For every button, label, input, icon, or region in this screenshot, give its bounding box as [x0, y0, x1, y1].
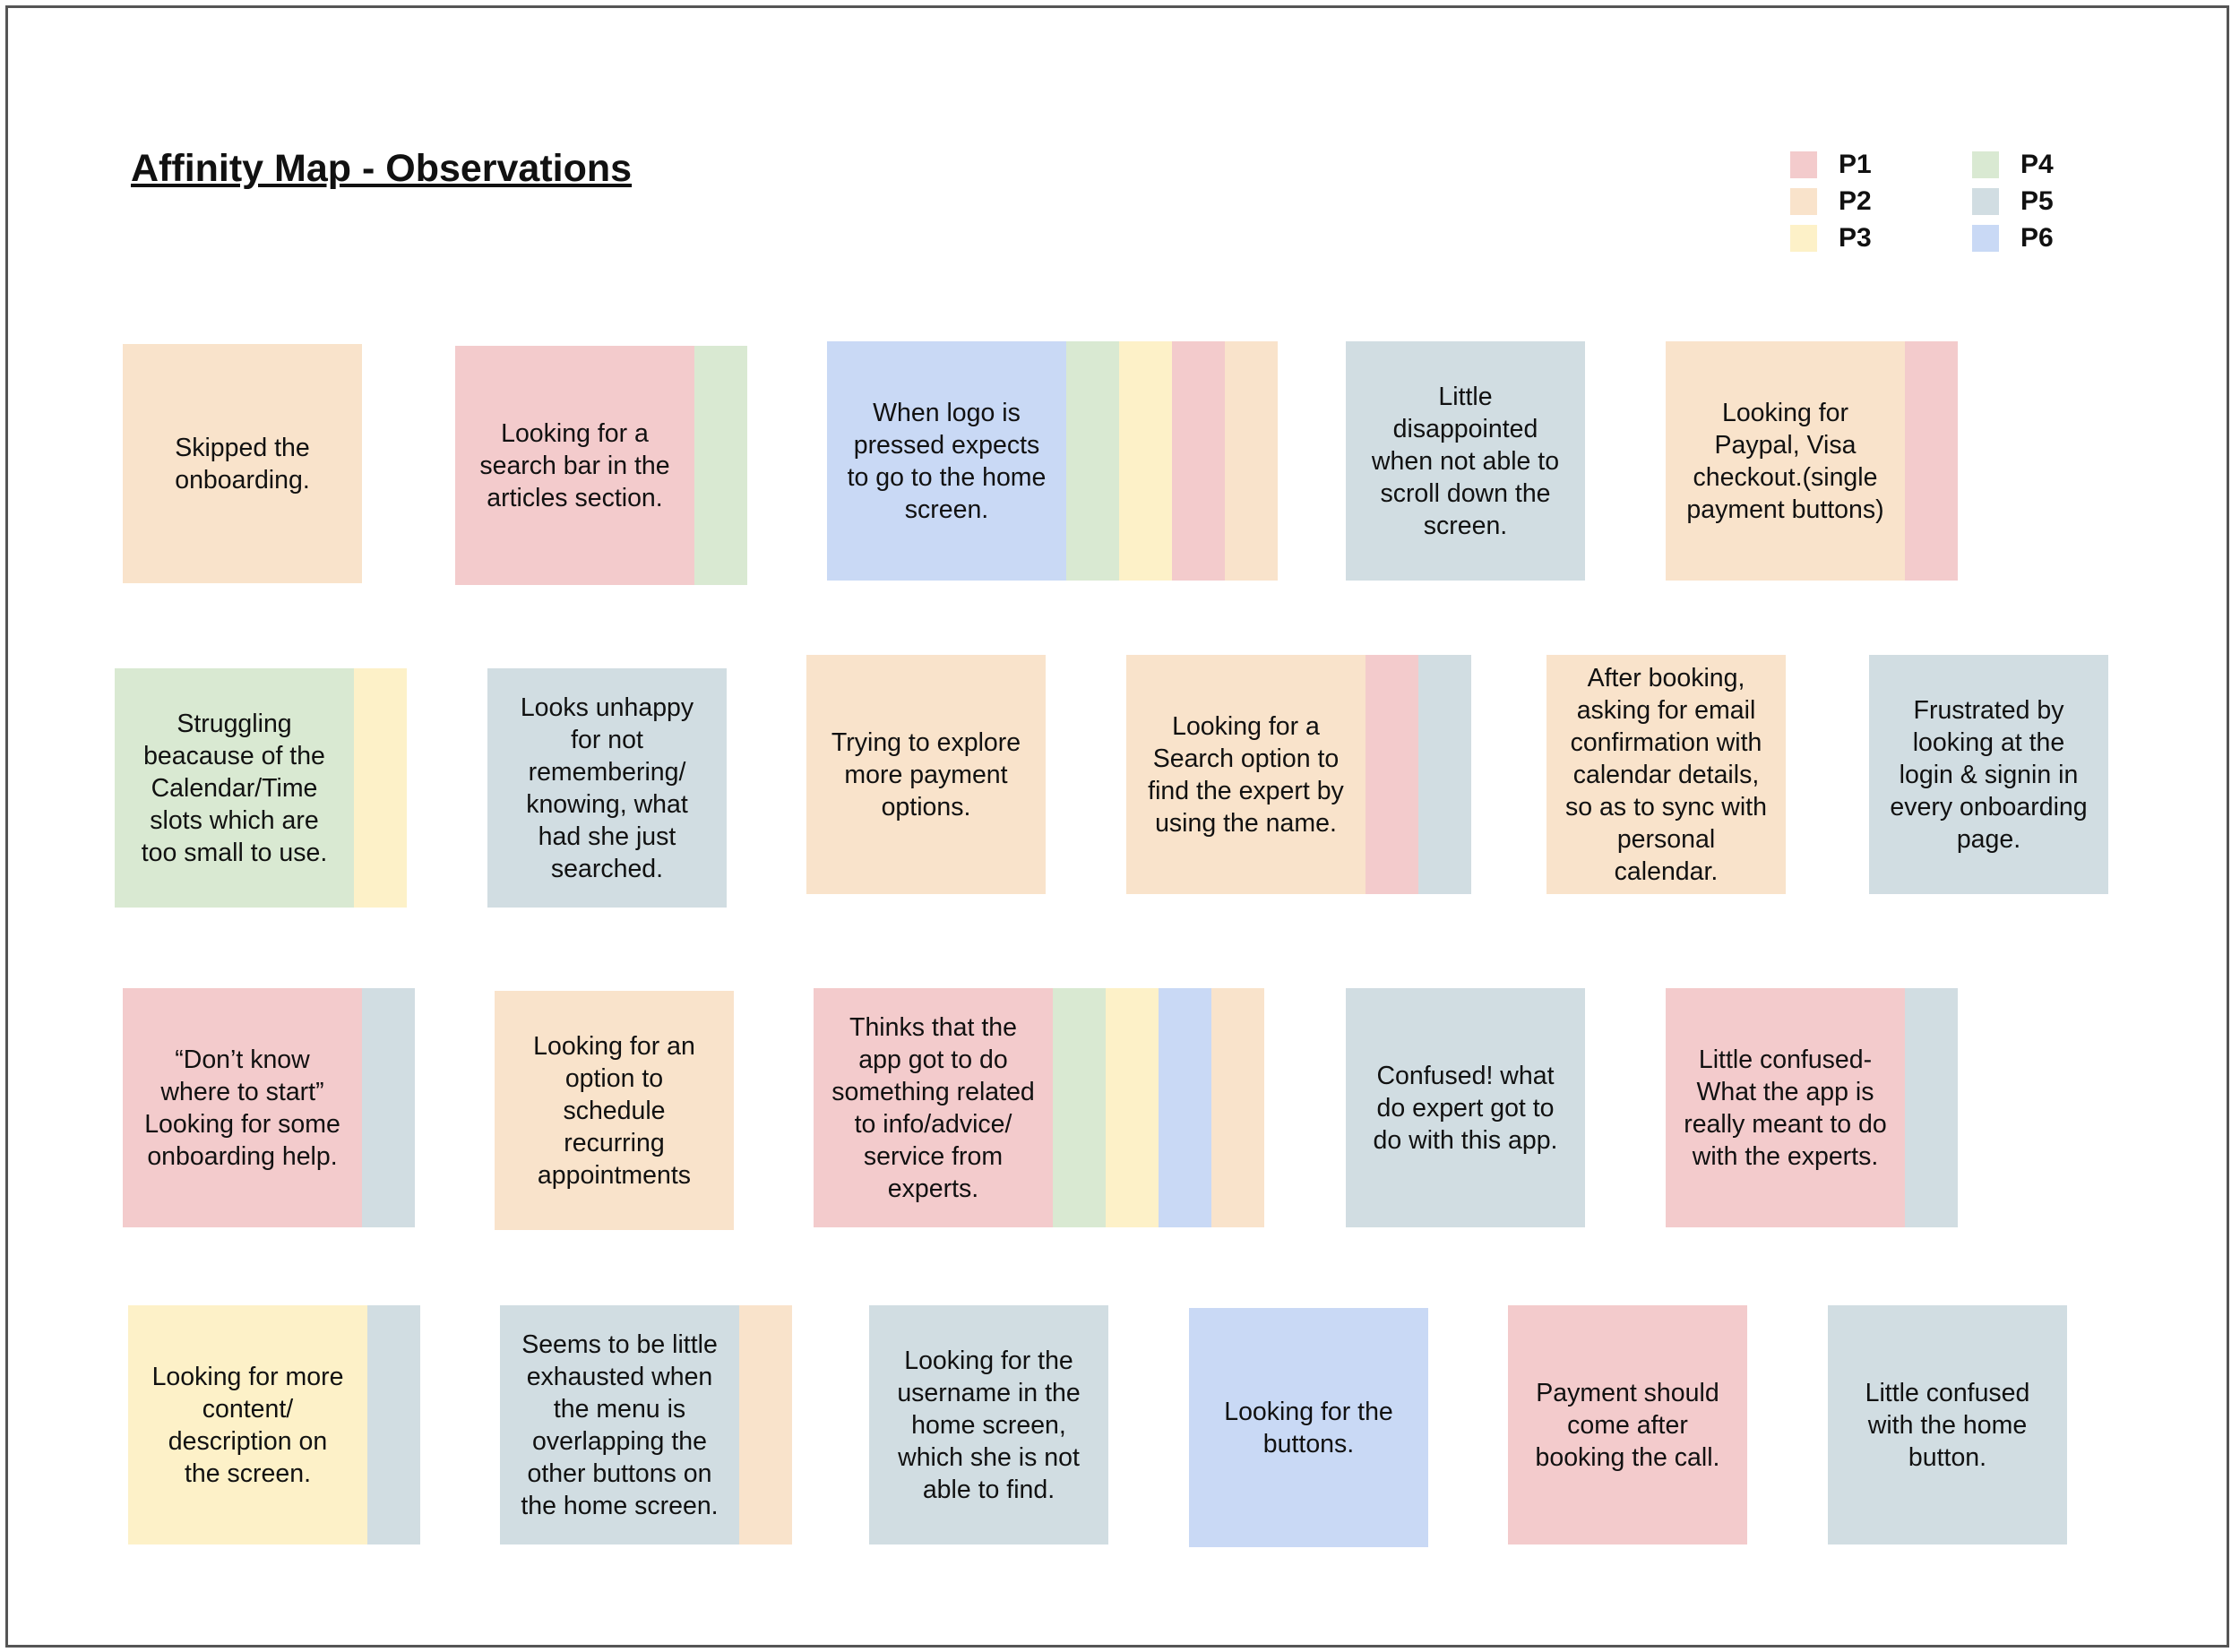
sticky-note: Looking for a search bar in the articles…	[455, 346, 747, 585]
legend-label: P1	[1839, 150, 1872, 179]
sticky-note-text: Little confused- What the app is really …	[1684, 1045, 1887, 1171]
participant-strip-p5	[1905, 988, 1958, 1227]
sticky-note-text: Looking for a search bar in the articles…	[479, 418, 670, 512]
sticky-note: Looking for a Search option to find the …	[1126, 655, 1471, 894]
sticky-note-text: Confused! what do expert got to do with …	[1373, 1061, 1558, 1155]
sticky-note-body: Looking for Paypal, Visa checkout.(singl…	[1666, 341, 1905, 581]
legend-swatch	[1972, 225, 1999, 252]
sticky-note-text: When logo is pressed expects to go to th…	[847, 398, 1047, 524]
sticky-note-text: Thinks that the app got to do something …	[831, 1012, 1035, 1203]
sticky-note: Looking for an option to schedule recurr…	[495, 991, 734, 1230]
sticky-note-text: Little disappointed when not able to scr…	[1371, 382, 1560, 540]
sticky-note-text: Payment should come after booking the ca…	[1535, 1378, 1720, 1472]
sticky-note-body: Looking for a search bar in the articles…	[455, 346, 694, 585]
sticky-note: Looks unhappy for not remembering/ knowi…	[487, 668, 727, 908]
participant-strip-p2	[1211, 988, 1264, 1227]
sticky-note-text: Looking for an option to schedule recurr…	[533, 1031, 695, 1190]
sticky-note: Little confused- What the app is really …	[1666, 988, 1958, 1227]
sticky-note: Looking for Paypal, Visa checkout.(singl…	[1666, 341, 1958, 581]
legend-swatch	[1972, 151, 1999, 178]
sticky-note: Little disappointed when not able to scr…	[1346, 341, 1585, 581]
participant-strip-p1	[1172, 341, 1225, 581]
participant-strip-p1	[1905, 341, 1958, 581]
participant-strip-p4	[694, 346, 747, 585]
sticky-note-text: Looking for a Search option to find the …	[1148, 711, 1344, 838]
sticky-note-text: Trying to explore more payment options.	[831, 727, 1021, 822]
sticky-note-body: Confused! what do expert got to do with …	[1346, 988, 1585, 1227]
sticky-note-text: Frustrated by looking at the login & sig…	[1890, 695, 2088, 854]
affinity-board: Affinity Map - Observations P1 P2 P3 P4 P5 P6…	[5, 5, 2229, 1648]
sticky-note: After booking, asking for email confirma…	[1546, 655, 1786, 894]
legend-swatch	[1972, 188, 1999, 215]
sticky-note-body: When logo is pressed expects to go to th…	[827, 341, 1066, 581]
legend-swatch	[1790, 225, 1817, 252]
sticky-note-body: Little disappointed when not able to scr…	[1346, 341, 1585, 581]
sticky-note-body: “Don’t know where to start” Looking for …	[123, 988, 362, 1227]
legend-label: P6	[2020, 223, 2054, 253]
sticky-note: Thinks that the app got to do something …	[814, 988, 1264, 1227]
participant-strip-p3	[1106, 988, 1159, 1227]
sticky-note-text: Struggling beacause of the Calendar/Time…	[141, 709, 328, 867]
participant-strip-p6	[1159, 988, 1211, 1227]
sticky-note: Looking for the buttons.	[1189, 1308, 1428, 1547]
legend-swatch	[1790, 151, 1817, 178]
sticky-note: Seems to be little exhausted when the me…	[500, 1305, 792, 1544]
sticky-note: Confused! what do expert got to do with …	[1346, 988, 1585, 1227]
sticky-note-text: After booking, asking for email confirma…	[1565, 663, 1767, 886]
sticky-note: Looking for more content/ description on…	[128, 1305, 420, 1544]
sticky-note-body: Looking for an option to schedule recurr…	[495, 991, 734, 1230]
sticky-note: Little confused with the home button.	[1828, 1305, 2067, 1544]
sticky-note-body: Skipped the onboarding.	[123, 344, 362, 583]
sticky-note-body: Payment should come after booking the ca…	[1508, 1305, 1747, 1544]
sticky-note: Frustrated by looking at the login & sig…	[1869, 655, 2108, 894]
sticky-note: Skipped the onboarding.	[123, 344, 362, 583]
sticky-note-body: Looking for the username in the home scr…	[869, 1305, 1108, 1544]
sticky-note-body: Thinks that the app got to do something …	[814, 988, 1053, 1227]
sticky-note-body: After booking, asking for email confirma…	[1546, 655, 1786, 894]
sticky-note-body: Frustrated by looking at the login & sig…	[1869, 655, 2108, 894]
sticky-note-text: Looks unhappy for not remembering/ knowi…	[520, 693, 694, 883]
sticky-note-text: Looking for more content/ description on…	[151, 1362, 344, 1488]
sticky-note: Trying to explore more payment options.	[806, 655, 1046, 894]
sticky-note-text: Looking for the buttons.	[1224, 1397, 1393, 1458]
sticky-note: When logo is pressed expects to go to th…	[827, 341, 1278, 581]
sticky-note-body: Little confused- What the app is really …	[1666, 988, 1905, 1227]
sticky-note-body: Looking for the buttons.	[1189, 1308, 1428, 1547]
participant-strip-p4	[1053, 988, 1106, 1227]
sticky-note-body: Struggling beacause of the Calendar/Time…	[115, 668, 354, 908]
page-title: Affinity Map - Observations	[131, 147, 633, 190]
sticky-note-body: Looks unhappy for not remembering/ knowi…	[487, 668, 727, 908]
participant-strip-p3	[354, 668, 407, 908]
legend-label: P5	[2020, 186, 2054, 216]
sticky-note: “Don’t know where to start” Looking for …	[123, 988, 415, 1227]
legend-label: P3	[1839, 223, 1872, 253]
sticky-note-body: Looking for a Search option to find the …	[1126, 655, 1366, 894]
participant-strip-p2	[739, 1305, 792, 1544]
participant-strip-p3	[1119, 341, 1172, 581]
participant-strip-p1	[1366, 655, 1418, 894]
sticky-note-body: Looking for more content/ description on…	[128, 1305, 367, 1544]
sticky-note-text: Skipped the onboarding.	[175, 433, 310, 495]
sticky-note-text: Looking for the username in the home scr…	[897, 1346, 1081, 1504]
participant-strip-p4	[1066, 341, 1119, 581]
legend-swatch	[1790, 188, 1817, 215]
sticky-note: Looking for the username in the home scr…	[869, 1305, 1108, 1544]
sticky-note: Payment should come after booking the ca…	[1508, 1305, 1747, 1544]
sticky-note-text: Looking for Paypal, Visa checkout.(singl…	[1686, 398, 1884, 524]
sticky-note-text: “Don’t know where to start” Looking for …	[144, 1045, 340, 1171]
participant-strip-p5	[362, 988, 415, 1227]
sticky-note-text: Seems to be little exhausted when the me…	[521, 1329, 719, 1520]
participant-strip-p2	[1225, 341, 1278, 581]
sticky-note-body: Trying to explore more payment options.	[806, 655, 1046, 894]
participant-strip-p5	[1418, 655, 1471, 894]
legend-label: P4	[2020, 150, 2054, 179]
sticky-note-body: Little confused with the home button.	[1828, 1305, 2067, 1544]
sticky-note-text: Little confused with the home button.	[1865, 1378, 2030, 1472]
participant-strip-p5	[367, 1305, 420, 1544]
sticky-note: Struggling beacause of the Calendar/Time…	[115, 668, 407, 908]
legend-label: P2	[1839, 186, 1872, 216]
sticky-note-body: Seems to be little exhausted when the me…	[500, 1305, 739, 1544]
